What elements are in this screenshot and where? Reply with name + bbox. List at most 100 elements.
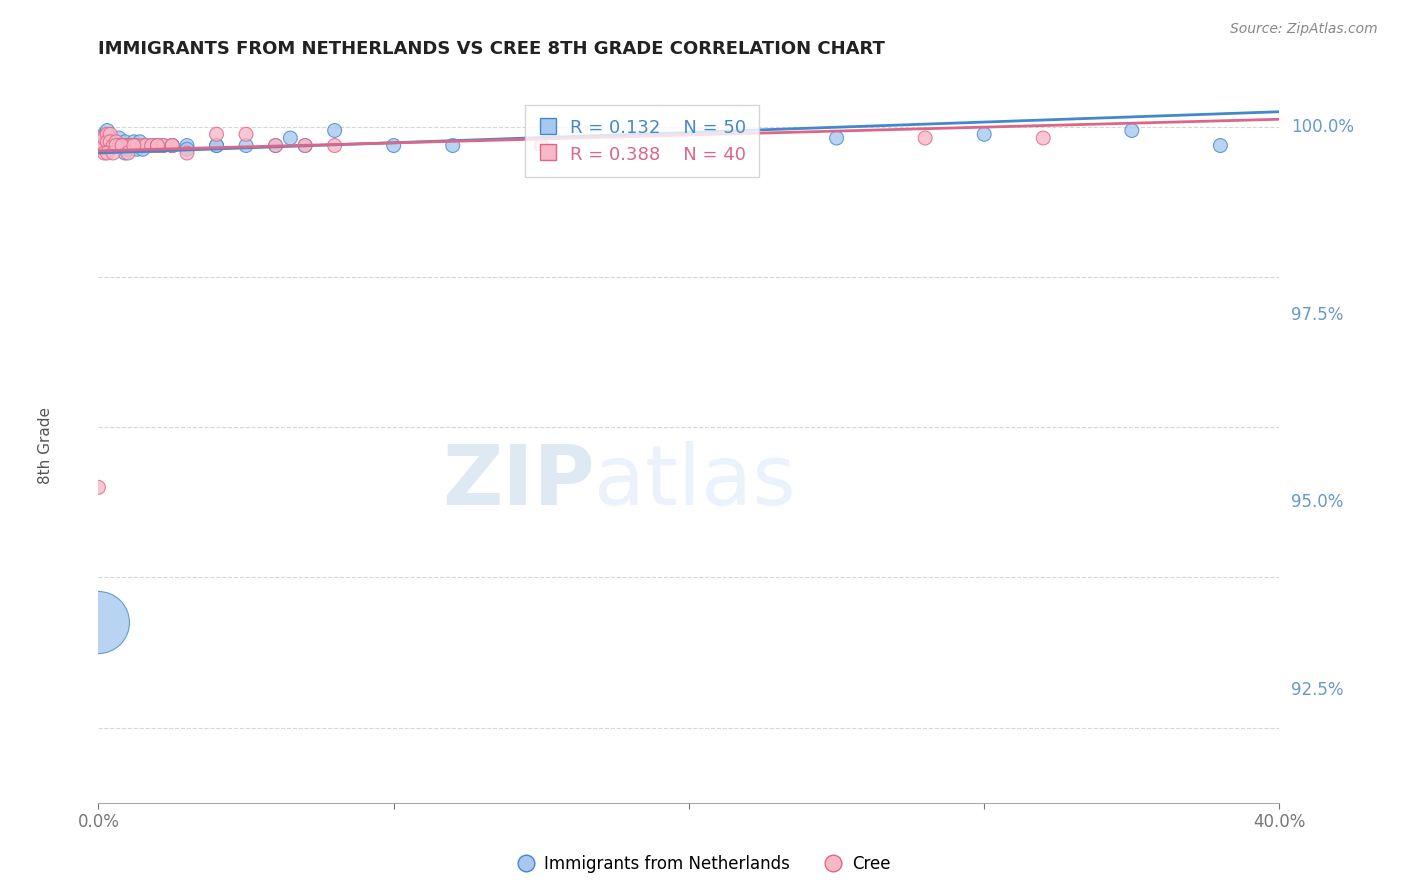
Point [441,138,464,153]
Point [96,123,118,137]
Text: ZIP: ZIP [441,442,595,522]
Point [152,138,174,153]
Point [128,135,150,149]
Point [98,131,121,145]
Point [108,131,131,145]
Point [235,138,257,153]
Point [96,128,118,142]
Point [114,135,136,149]
Point [205,138,228,153]
Point [264,138,287,153]
Text: 95.0%: 95.0% [1291,493,1344,511]
Text: Source: ZipAtlas.com: Source: ZipAtlas.com [1230,22,1378,37]
Point [162,138,183,153]
Point [111,138,134,153]
Text: atlas: atlas [595,442,796,522]
Point [105,135,128,149]
Point [117,138,139,153]
Point [103,138,125,153]
Point [205,138,228,153]
Point [1209,138,1232,153]
Point [825,131,848,145]
Text: 97.5%: 97.5% [1291,306,1344,324]
Point [98,142,121,156]
Legend: R = 0.132    N = 50, R = 0.388    N = 40: R = 0.132 N = 50, R = 0.388 N = 40 [524,105,759,177]
Point [141,138,163,153]
Point [87,615,110,630]
Point [146,138,169,153]
Point [114,146,136,161]
Point [176,138,198,153]
Point [108,138,131,153]
Point [93,131,115,145]
Point [114,138,136,153]
Point [135,138,157,153]
Point [146,138,169,153]
Point [205,128,228,142]
Point [111,138,134,153]
Point [90,138,112,153]
Point [120,138,142,153]
Point [105,138,128,153]
Point [96,146,118,161]
Point [973,128,995,142]
Point [105,138,128,153]
Point [108,138,131,153]
Point [96,135,118,149]
Point [98,135,121,149]
Point [105,135,128,149]
Point [117,142,139,156]
Point [146,138,169,153]
Point [87,480,110,494]
Point [117,146,139,161]
Point [111,138,134,153]
Point [122,138,145,153]
Point [162,138,183,153]
Point [146,138,169,153]
Text: IMMIGRANTS FROM NETHERLANDS VS CREE 8TH GRADE CORRELATION CHART: IMMIGRANTS FROM NETHERLANDS VS CREE 8TH … [98,40,886,58]
Point [294,138,316,153]
Point [132,142,155,156]
Point [111,138,134,153]
Text: 92.5%: 92.5% [1291,681,1344,699]
Point [125,138,148,153]
Point [162,138,183,153]
Point [122,135,145,149]
Point [93,128,115,142]
Point [96,135,118,149]
Point [323,123,346,137]
Point [96,131,118,145]
Point [103,135,125,149]
Point [176,142,198,156]
Point [162,138,183,153]
Text: 8th Grade: 8th Grade [38,408,53,484]
Point [103,138,125,153]
Point [914,131,936,145]
Point [294,138,316,153]
Point [125,142,148,156]
Text: 100.0%: 100.0% [1291,118,1354,136]
Point [264,138,287,153]
Legend: Immigrants from Netherlands, Cree: Immigrants from Netherlands, Cree [509,848,897,880]
Point [382,138,405,153]
Point [141,138,163,153]
Point [1032,131,1054,145]
Point [93,146,115,161]
Point [90,131,112,145]
Point [122,138,145,153]
Point [278,131,302,145]
Point [98,128,121,142]
Point [323,138,346,153]
Point [98,138,121,153]
Point [93,138,115,153]
Point [176,146,198,161]
Point [132,138,155,153]
Point [103,146,125,161]
Point [120,138,142,153]
Point [152,138,174,153]
Point [105,138,128,153]
Point [235,128,257,142]
Point [135,138,157,153]
Point [530,138,553,153]
Point [1121,123,1143,137]
